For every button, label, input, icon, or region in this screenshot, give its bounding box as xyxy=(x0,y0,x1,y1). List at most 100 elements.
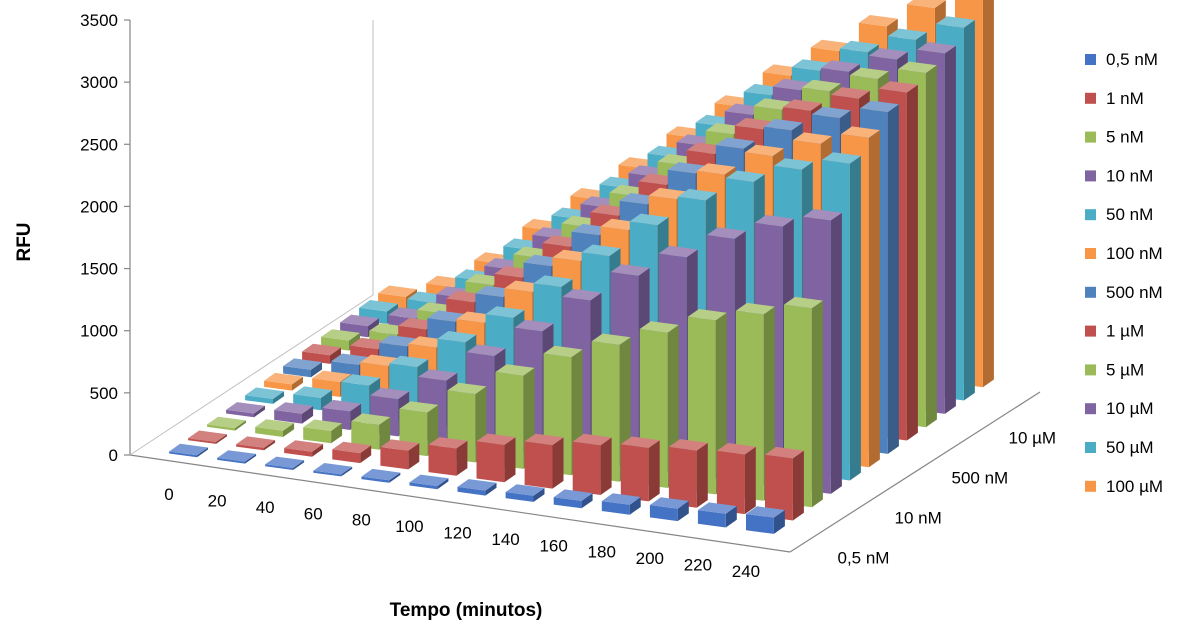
bar-top-face xyxy=(543,345,583,358)
bar-side-face xyxy=(868,130,880,468)
bar xyxy=(169,443,208,458)
bar-top-face xyxy=(322,399,362,412)
bar xyxy=(188,430,227,444)
bar-top-face xyxy=(264,372,303,385)
bar-front-face xyxy=(765,454,793,521)
bar xyxy=(572,433,612,495)
bar xyxy=(264,372,303,391)
axis-labels: 0 500 1000 1500 2000 2500 3000 3500 0 20 40 60 80 100… xyxy=(80,11,1056,581)
bar-top-face xyxy=(562,288,602,301)
legend-label: 0,5 nM xyxy=(1106,50,1158,69)
bar-top-face xyxy=(409,474,449,487)
bar-side-face xyxy=(216,434,227,444)
bar-side-face xyxy=(312,444,324,457)
bar-top-face xyxy=(696,163,736,175)
bar-front-face xyxy=(332,449,361,464)
bar-top-face xyxy=(610,264,650,276)
x-tick-label: 20 xyxy=(208,492,227,511)
bar xyxy=(553,489,593,509)
x-tick-label: 200 xyxy=(636,549,664,568)
bar xyxy=(765,446,804,521)
bar-front-face xyxy=(245,395,273,404)
bar-side-face xyxy=(283,423,295,437)
bar xyxy=(303,419,343,444)
bar-side-face xyxy=(887,104,899,454)
bars xyxy=(169,0,994,534)
bar-top-face xyxy=(917,42,956,54)
legend-label: 1 nM xyxy=(1106,89,1144,108)
bar-top-face xyxy=(359,300,398,312)
bar-top-face xyxy=(716,443,756,455)
bar-side-face xyxy=(254,405,265,418)
bar-front-face xyxy=(746,514,774,534)
bar xyxy=(293,386,333,411)
bar-top-face xyxy=(839,40,879,53)
bar-top-face xyxy=(255,419,295,431)
bar-front-face xyxy=(380,447,409,470)
bar-top-face xyxy=(457,479,497,491)
x-tick-label: 160 xyxy=(539,536,567,555)
bar xyxy=(226,402,265,418)
bar xyxy=(265,456,305,470)
bar-top-face xyxy=(340,314,379,327)
bar-top-face xyxy=(284,440,324,452)
legend-item: 50 nM xyxy=(1085,205,1153,224)
bar-top-face xyxy=(514,319,554,332)
bar-top-face xyxy=(658,245,698,258)
bar-top-face xyxy=(706,227,746,239)
bar xyxy=(283,358,322,378)
bar-top-face xyxy=(485,306,525,318)
legend: 0,5 nM 1 nM 5 nM 10 nM 50 nM 100 nM 500 nM 1 µM… xyxy=(1085,50,1163,496)
bar xyxy=(620,436,660,502)
y-tick-label: 0 xyxy=(109,446,118,465)
y-tick-label: 500 xyxy=(90,384,118,403)
bar-side-face xyxy=(456,440,468,476)
bar-side-face xyxy=(389,472,401,483)
bar-side-face xyxy=(245,453,257,464)
bar-top-face xyxy=(313,463,353,475)
bar xyxy=(746,506,785,534)
legend-item: 100 µM xyxy=(1085,477,1163,496)
bar-top-face xyxy=(735,302,775,315)
bar-top-face xyxy=(746,506,785,518)
bar xyxy=(236,436,276,451)
bar-front-face xyxy=(274,410,302,424)
y-tick-label: 1000 xyxy=(80,322,118,341)
bar-front-face xyxy=(553,497,582,509)
bar-top-face xyxy=(784,296,823,309)
bar-top-face xyxy=(533,275,573,287)
bar-top-face xyxy=(820,60,860,72)
bar-side-face xyxy=(696,442,708,508)
bar xyxy=(332,441,372,464)
bar-front-face xyxy=(409,482,438,490)
bar-side-face xyxy=(331,423,343,444)
bar xyxy=(255,419,295,437)
bar-top-face xyxy=(744,144,784,157)
bar-top-face xyxy=(898,61,937,73)
bar xyxy=(668,439,708,508)
legend-label: 10 µM xyxy=(1106,399,1154,418)
bar-front-face xyxy=(265,464,294,470)
bar-side-face xyxy=(773,510,785,534)
bar-top-face xyxy=(591,333,631,345)
bar-front-face xyxy=(457,486,486,496)
legend-swatch xyxy=(1085,442,1096,453)
bar-front-face xyxy=(428,444,457,476)
bar-side-face xyxy=(849,155,861,481)
legend-item: 10 nM xyxy=(1085,166,1153,185)
x-axis-title: Tempo (minutos) xyxy=(390,600,543,621)
bar-top-face xyxy=(437,331,477,343)
legend-swatch xyxy=(1085,403,1096,415)
x-tick-label: 60 xyxy=(304,504,323,523)
depth-tick-label: 10 nM xyxy=(895,508,942,527)
bar-top-face xyxy=(303,419,343,431)
bar xyxy=(284,440,324,457)
bar-top-face xyxy=(715,137,755,149)
legend-item: 500 nM xyxy=(1085,283,1163,302)
bar-top-face xyxy=(810,39,850,52)
bar-top-face xyxy=(302,343,341,356)
bar-front-face xyxy=(524,441,553,489)
legend-swatch xyxy=(1085,170,1096,182)
legend-swatch xyxy=(1085,364,1096,376)
